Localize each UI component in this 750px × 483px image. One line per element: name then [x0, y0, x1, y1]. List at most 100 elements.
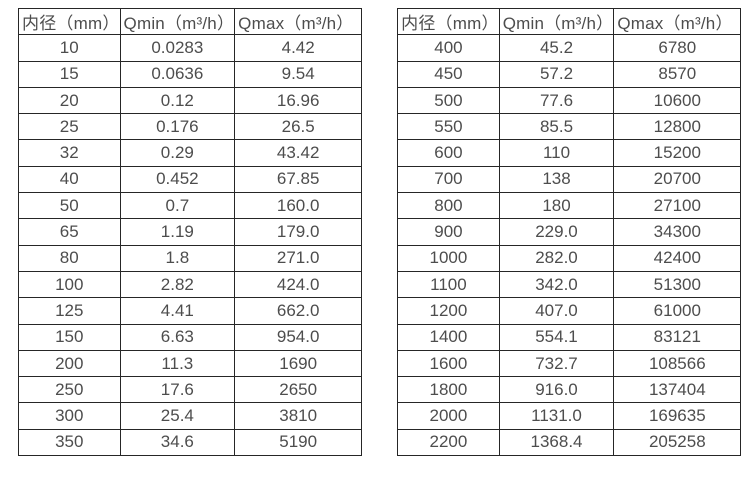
table-cell: 6.63 [119, 323, 236, 351]
table-cell: 0.29 [119, 139, 236, 167]
table-cell: 1368.4 [498, 428, 615, 457]
table-cell: 200 [18, 349, 121, 378]
table-cell: 1000 [397, 244, 500, 272]
table-row: 350 34.6 5190 [18, 428, 363, 457]
header-row: 内径（mm） Qmin（m³/h） Qmax（m³/h） [18, 7, 363, 36]
table-cell: 160.0 [234, 192, 363, 220]
table-cell: 3810 [234, 402, 363, 430]
table-cell: 229.0 [498, 218, 615, 246]
table-cell: 110 [498, 139, 615, 167]
header-cell: Qmax（m³/h） [234, 7, 363, 36]
table-cell: 9.54 [234, 60, 363, 88]
table-cell: 16.96 [234, 86, 363, 115]
table-row: 150 6.63 954.0 [18, 323, 363, 351]
flow-table-small-diameters: 内径（mm） Qmin（m³/h） Qmax（m³/h） 10 0.0283 4.42 15… [18, 7, 363, 457]
header-cell: Qmax（m³/h） [613, 7, 742, 36]
table-cell: 50 [18, 192, 121, 220]
table-cell: 80 [18, 244, 121, 272]
table-cell: 424.0 [234, 270, 363, 299]
table-row: 40 0.452 67.85 [18, 165, 363, 194]
table-cell: 61000 [613, 297, 742, 325]
table-cell: 34300 [613, 218, 742, 246]
header-cell: 内径（mm） [397, 7, 500, 36]
table-cell: 662.0 [234, 297, 363, 325]
table-cell: 26.5 [234, 113, 363, 141]
table-cell: 4.41 [119, 297, 236, 325]
table-row: 250 17.6 2650 [18, 376, 363, 404]
table-cell: 600 [397, 139, 500, 167]
table-cell: 1100 [397, 270, 500, 299]
table-cell: 137404 [613, 376, 742, 404]
table-cell: 732.7 [498, 349, 615, 378]
table-cell: 169635 [613, 402, 742, 430]
table-cell: 2.82 [119, 270, 236, 299]
table-cell: 11.3 [119, 349, 236, 378]
table-cell: 85.5 [498, 113, 615, 141]
table-cell: 125 [18, 297, 121, 325]
table-cell: 20 [18, 86, 121, 115]
table-cell: 42400 [613, 244, 742, 272]
table-cell: 0.176 [119, 113, 236, 141]
table-row: 25 0.176 26.5 [18, 113, 363, 141]
table-row: 1600 732.7 108566 [397, 349, 742, 378]
table-row: 900 229.0 34300 [397, 218, 742, 246]
table-cell: 0.0283 [119, 34, 236, 62]
header-cell: Qmin（m³/h） [498, 7, 615, 36]
table-row: 450 57.2 8570 [397, 60, 742, 88]
table-cell: 350 [18, 428, 121, 457]
table-cell: 500 [397, 86, 500, 115]
table-cell: 0.0636 [119, 60, 236, 88]
table-cell: 77.6 [498, 86, 615, 115]
table-cell: 43.42 [234, 139, 363, 167]
flow-spec-tables-container: 内径（mm） Qmin（m³/h） Qmax（m³/h） 10 0.0283 4.42 15… [18, 7, 742, 457]
header-row: 内径（mm） Qmin（m³/h） Qmax（m³/h） [397, 7, 742, 36]
flow-table-large-diameters: 内径（mm） Qmin（m³/h） Qmax（m³/h） 400 45.2 6780 450… [397, 7, 742, 457]
table-cell: 450 [397, 60, 500, 88]
table-cell: 150 [18, 323, 121, 351]
table-row: 300 25.4 3810 [18, 402, 363, 430]
table-cell: 65 [18, 218, 121, 246]
header-cell: 内径（mm） [18, 7, 121, 36]
table-cell: 2200 [397, 428, 500, 457]
table-row: 600 110 15200 [397, 139, 742, 167]
header-cell: Qmin（m³/h） [119, 7, 236, 36]
table-cell: 83121 [613, 323, 742, 351]
table-row: 65 1.19 179.0 [18, 218, 363, 246]
table-cell: 0.7 [119, 192, 236, 220]
table-cell: 700 [397, 165, 500, 194]
table-row: 1200 407.0 61000 [397, 297, 742, 325]
table-cell: 34.6 [119, 428, 236, 457]
table-cell: 1690 [234, 349, 363, 378]
table-cell: 15200 [613, 139, 742, 167]
table-cell: 67.85 [234, 165, 363, 194]
table-row: 800 180 27100 [397, 192, 742, 220]
table-row: 80 1.8 271.0 [18, 244, 363, 272]
table-row: 10 0.0283 4.42 [18, 34, 363, 62]
table-cell: 1200 [397, 297, 500, 325]
table-cell: 40 [18, 165, 121, 194]
table-cell: 271.0 [234, 244, 363, 272]
table-cell: 108566 [613, 349, 742, 378]
table-cell: 2650 [234, 376, 363, 404]
table-cell: 1600 [397, 349, 500, 378]
table-cell: 342.0 [498, 270, 615, 299]
table-row: 2200 1368.4 205258 [397, 428, 742, 457]
table-cell: 250 [18, 376, 121, 404]
table-cell: 8570 [613, 60, 742, 88]
table-row: 400 45.2 6780 [397, 34, 742, 62]
table-row: 100 2.82 424.0 [18, 270, 363, 299]
table-row: 15 0.0636 9.54 [18, 60, 363, 88]
table-cell: 800 [397, 192, 500, 220]
table-cell: 17.6 [119, 376, 236, 404]
table-cell: 1131.0 [498, 402, 615, 430]
table-cell: 20700 [613, 165, 742, 194]
table-row: 200 11.3 1690 [18, 349, 363, 378]
table-cell: 4.42 [234, 34, 363, 62]
table-cell: 32 [18, 139, 121, 167]
table-cell: 27100 [613, 192, 742, 220]
table-row: 700 138 20700 [397, 165, 742, 194]
table-cell: 51300 [613, 270, 742, 299]
table-cell: 15 [18, 60, 121, 88]
table-cell: 1.19 [119, 218, 236, 246]
table-row: 1800 916.0 137404 [397, 376, 742, 404]
